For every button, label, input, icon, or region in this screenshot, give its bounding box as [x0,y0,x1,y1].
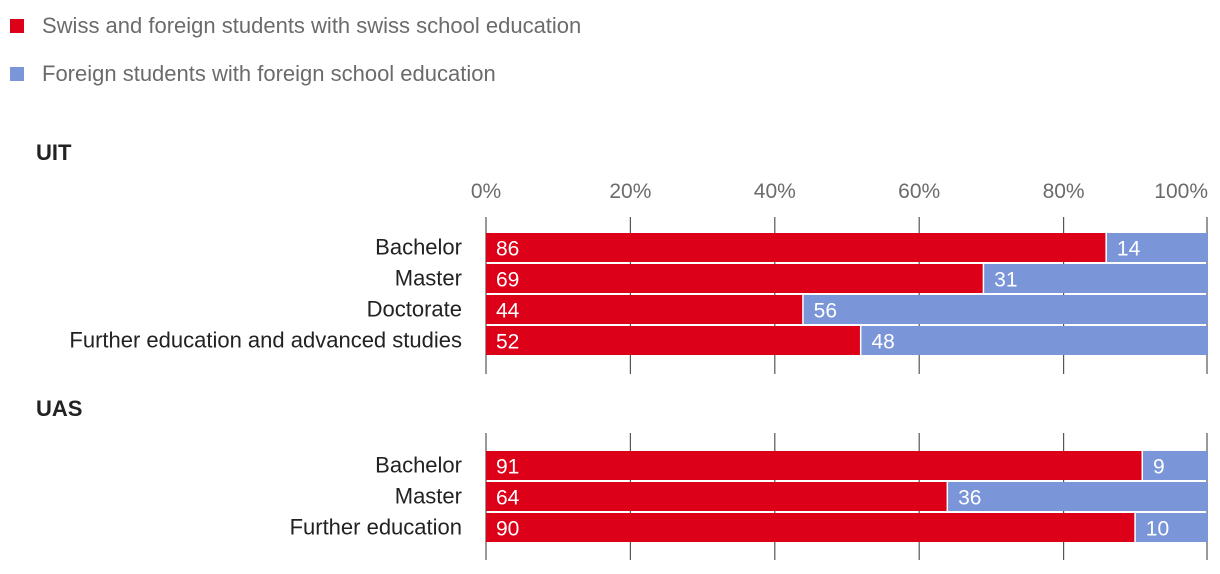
x-tick-label: 100% [1154,180,1208,203]
data-label: 44 [496,300,520,323]
x-tick-label: 0% [471,180,501,203]
x-tick-label: 40% [754,180,796,203]
data-label: 91 [496,456,519,479]
data-label: 14 [1117,238,1141,261]
x-tick-label: 60% [898,180,940,203]
bar-segment [803,295,1208,324]
bar-segment [486,482,947,511]
group-title-uas: UAS [36,396,83,421]
legend-label-foreign: Foreign students with foreign school edu… [42,61,496,86]
bar-segment [984,264,1208,293]
data-label: 10 [1146,518,1169,541]
bar-segment [486,513,1135,542]
legend-label-swiss: Swiss and foreign students with swiss sc… [42,13,582,38]
bar-segment [948,482,1208,511]
bar-segment [486,326,860,355]
category-label: Doctorate [367,297,462,322]
data-label: 48 [871,331,894,354]
bar-segment [486,295,803,324]
category-label: Master [395,266,462,291]
bar-segment [1106,233,1208,262]
category-label: Further education and advanced studies [69,328,462,353]
legend-item-swiss[interactable]: Swiss and foreign students with swiss sc… [10,13,582,38]
bar-segment [486,264,983,293]
data-label: 31 [994,269,1017,292]
data-label: 64 [496,487,520,510]
data-label: 9 [1153,456,1165,479]
legend-swatch-foreign [10,67,24,81]
category-label: Further education [290,515,462,540]
group-title-uit: UIT [36,140,72,165]
bar-segment [486,233,1106,262]
bar-segment [1135,513,1208,542]
data-label: 69 [496,269,519,292]
x-tick-label: 20% [609,180,651,203]
legend-item-foreign[interactable]: Foreign students with foreign school edu… [10,61,496,86]
category-label: Bachelor [375,453,462,478]
category-label: Master [395,484,462,509]
bar-segment [1143,451,1208,480]
x-tick-label: 80% [1043,180,1085,203]
legend-swatch-swiss [10,19,24,33]
data-label: 36 [958,487,981,510]
data-label: 90 [496,518,519,541]
data-label: 56 [814,300,837,323]
bar-segment [861,326,1208,355]
data-label: 52 [496,331,519,354]
category-label: Bachelor [375,235,462,260]
bar-segment [486,451,1142,480]
data-label: 86 [496,238,519,261]
